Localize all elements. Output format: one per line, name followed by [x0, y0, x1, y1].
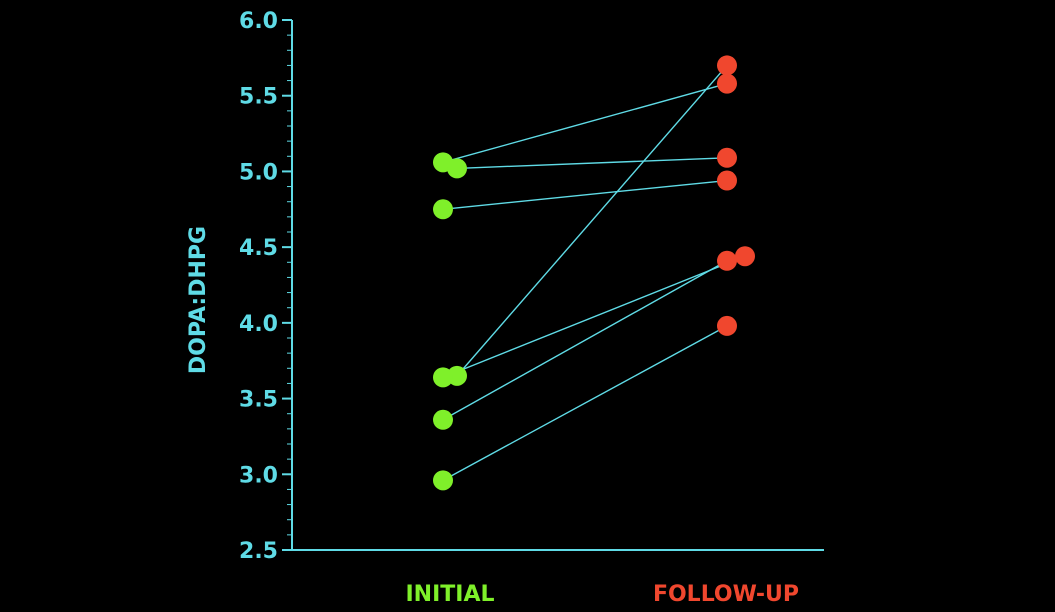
y-axis: 2.5 3.0 3.5 4.0 4.5 5.0 5.5 6.0	[239, 9, 293, 564]
follow-up-point	[735, 246, 755, 267]
y-tick-label: 2.5	[239, 539, 278, 564]
connector-line	[442, 325, 728, 481]
connector-line	[456, 64, 728, 377]
y-axis-title: DOPA:DHPG	[186, 226, 211, 374]
y-tick-label: 4.0	[239, 312, 278, 337]
y-tick-label: 5.5	[239, 85, 278, 110]
connector-line	[442, 255, 746, 379]
follow-up-point	[717, 73, 737, 94]
initial-point	[433, 367, 453, 388]
initial-point	[447, 158, 467, 179]
connector-line	[442, 179, 728, 210]
initial-point	[433, 199, 453, 220]
initial-point	[433, 470, 453, 491]
follow-up-point	[717, 315, 737, 336]
category-label-initial: INITIAL	[405, 582, 494, 607]
connector-line	[442, 260, 728, 421]
follow-up-point	[717, 170, 737, 191]
follow-up-point	[717, 250, 737, 271]
connector-line	[442, 82, 728, 164]
y-tick-label: 4.5	[239, 236, 278, 261]
follow-up-point	[717, 147, 737, 168]
connector-lines	[442, 64, 746, 481]
category-label-follow-up: FOLLOW-UP	[653, 582, 799, 607]
initial-point	[433, 409, 453, 430]
follow-up-point	[717, 55, 737, 76]
y-tick-label: 3.0	[239, 463, 278, 488]
y-tick-label: 3.5	[239, 388, 278, 413]
y-tick-label: 6.0	[239, 9, 278, 34]
data-points	[433, 55, 755, 491]
connector-line	[456, 157, 728, 170]
y-tick-label: 5.0	[239, 160, 278, 185]
